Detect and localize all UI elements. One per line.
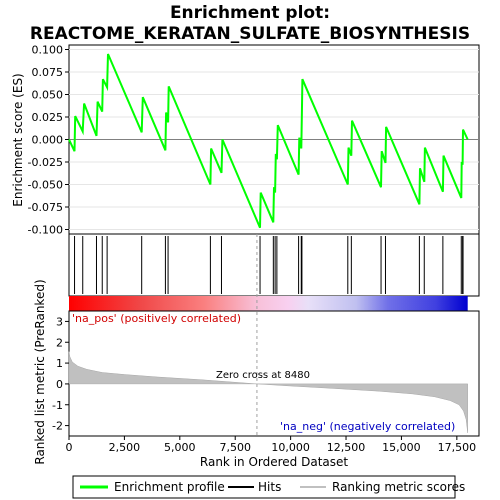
x-tick-label: 5,000 xyxy=(164,441,196,454)
x-tick-label: 7,500 xyxy=(219,441,251,454)
enrichment-y-tick-label: -0.025 xyxy=(28,156,63,169)
legend-label-hits: Hits xyxy=(258,480,281,494)
legend-box xyxy=(72,475,456,499)
hits-panel-frame xyxy=(68,233,480,297)
x-tick-label: 17,500 xyxy=(438,441,477,454)
metric-y-tick-label: -2 xyxy=(52,420,63,433)
ranking-metric-area xyxy=(68,351,468,433)
enrichment-y-axis-label: Enrichment score (ES) xyxy=(11,73,25,206)
positive-correlation-label: 'na_pos' (positively correlated) xyxy=(72,312,241,325)
negative-correlation-label: 'na_neg' (negatively correlated) xyxy=(280,420,455,433)
enrichment-y-tick-label: 0.050 xyxy=(32,89,64,102)
enrichment-y-tick-label: 0.025 xyxy=(32,111,64,124)
x-axis-label: Rank in Ordered Dataset xyxy=(200,455,348,469)
x-tick-label: 0 xyxy=(66,441,73,454)
metric-y-tick-label: 0 xyxy=(56,378,63,391)
x-tick-label: 12,500 xyxy=(327,441,366,454)
enrichment-y-tick-label: -0.100 xyxy=(28,224,63,237)
legend-label-enrichment-profile: Enrichment profile xyxy=(114,480,225,494)
enrichment-y-ticks: 0.100 0.075 0.050 0.025 0.000 -0.025 -0.050 -0.… xyxy=(28,44,69,237)
x-tick-label: 10,000 xyxy=(271,441,310,454)
legend: Enrichment profile Hits Ranking metric sco… xyxy=(80,480,465,494)
enrichment-y-tick-label: -0.050 xyxy=(28,179,63,192)
enrichment-profile-line xyxy=(68,53,469,229)
enrichment-y-tick-label: 0.075 xyxy=(32,66,64,79)
chart-subtitle: REACTOME_KERATAN_SULFATE_BIOSYNTHESIS xyxy=(30,24,470,44)
x-tick-label: 2,500 xyxy=(109,441,141,454)
metric-y-axis-label: Ranked list metric (PreRanked) xyxy=(33,279,47,464)
zero-cross-label: Zero cross at 8480 xyxy=(216,370,310,381)
metric-panel-frame xyxy=(68,310,480,437)
x-axis-ticks: 0 2,500 5,000 7,500 10,000 12,500 15,000 17,500 xyxy=(66,436,477,454)
hit-markers xyxy=(74,236,464,294)
enrichment-y-tick-label: 0.000 xyxy=(32,134,64,147)
x-tick-label: 15,000 xyxy=(382,441,421,454)
metric-y-tick-label: 3 xyxy=(56,315,63,328)
metric-y-ticks: 3 2 1 0 -1 -2 xyxy=(52,315,69,433)
metric-y-tick-label: 2 xyxy=(56,336,63,349)
enrichment-y-tick-label: -0.075 xyxy=(28,201,63,214)
metric-y-tick-label: 1 xyxy=(56,357,63,370)
metric-y-tick-label: -1 xyxy=(52,399,63,412)
enrichment-y-tick-label: 0.100 xyxy=(32,44,64,57)
ranking-color-bar xyxy=(69,296,468,311)
legend-label-ranking-metric: Ranking metric scores xyxy=(332,480,465,494)
chart-title: Enrichment plot: xyxy=(170,3,330,23)
